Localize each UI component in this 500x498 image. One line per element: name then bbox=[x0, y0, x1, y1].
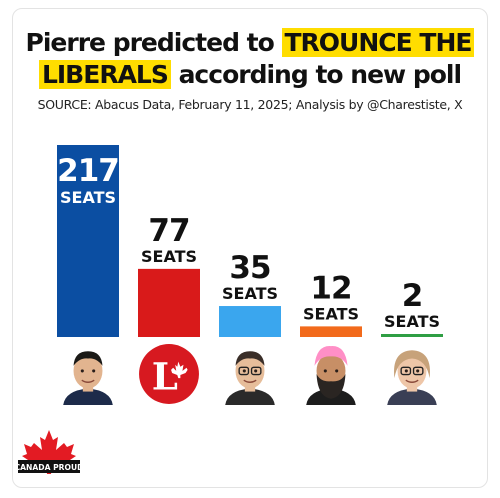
bar-value-label-3: 12 bbox=[310, 270, 351, 306]
conservative-leader-portrait-icon bbox=[63, 351, 113, 405]
bar-value-label-0: 217 bbox=[57, 153, 119, 189]
bar-value-label-4: 2 bbox=[402, 278, 423, 314]
liberal-party-logo-icon: L bbox=[139, 344, 199, 404]
bar-unit-label-2: SEATS bbox=[222, 284, 278, 303]
bar-3 bbox=[300, 326, 362, 337]
bar-2 bbox=[219, 306, 281, 337]
headline-line-1: Pierre predicted to TROUNCE THE bbox=[0, 27, 500, 58]
source-caption: SOURCE: Abacus Data, February 11, 2025; … bbox=[37, 97, 463, 112]
bar-4 bbox=[381, 334, 443, 337]
bar-value-label-2: 35 bbox=[229, 250, 270, 286]
bloc-leader-portrait-icon bbox=[225, 351, 275, 405]
green-leader-portrait-icon bbox=[387, 350, 437, 405]
headline-highlight-1: TROUNCE THE bbox=[281, 28, 475, 57]
canada-proud-logo: CANADA PROUD bbox=[16, 430, 82, 474]
bar-value-label-1: 77 bbox=[148, 213, 189, 249]
bar-unit-label-0: SEATS bbox=[60, 188, 116, 207]
ndp-leader-portrait-icon bbox=[306, 346, 356, 405]
bar-unit-label-3: SEATS bbox=[303, 304, 359, 323]
bar-unit-label-4: SEATS bbox=[384, 312, 440, 331]
bar-unit-label-1: SEATS bbox=[141, 247, 197, 266]
bar-1 bbox=[138, 268, 200, 337]
headline-line-2: LIBERALS according to new poll bbox=[0, 59, 500, 90]
bar-0 bbox=[57, 145, 119, 337]
svg-text:L: L bbox=[152, 355, 178, 399]
headline-highlight-2: LIBERALS bbox=[38, 60, 171, 89]
brand-label: CANADA PROUD bbox=[16, 463, 82, 472]
